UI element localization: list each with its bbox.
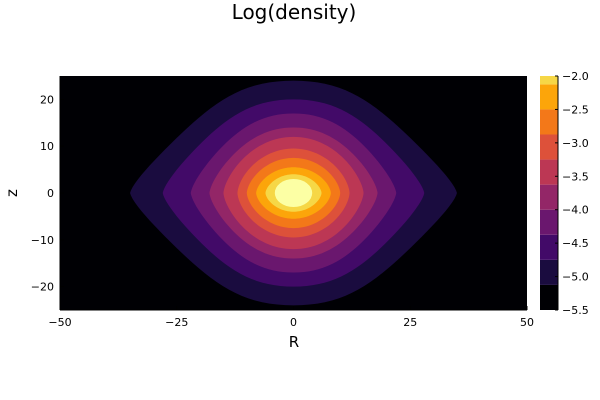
- chart-title: Log(density): [232, 0, 357, 24]
- colorbar-tick-label: −2.5: [562, 103, 589, 116]
- colorbar: −5.5 −5.0 −4.5 −4.0 −3.5 −3.0 −2.5 −2.0: [540, 70, 589, 317]
- y-axis-label: z: [3, 189, 21, 197]
- colorbar-segment: [540, 76, 558, 85]
- colorbar-segment: [540, 84, 558, 110]
- x-tick-label: 50: [520, 316, 534, 329]
- y-tick-label: 20: [40, 93, 54, 106]
- colorbar-tick-label: −3.5: [562, 170, 589, 183]
- y-tick-label: −20: [31, 281, 54, 294]
- colorbar-segment: [540, 109, 558, 135]
- x-tick-label: −25: [165, 316, 188, 329]
- y-tick-label: 10: [40, 140, 54, 153]
- colorbar-tick-label: −3.0: [562, 137, 589, 150]
- colorbar-tick-label: −4.0: [562, 204, 589, 217]
- colorbar-tick-label: −4.5: [562, 237, 589, 250]
- colorbar-segment: [540, 234, 558, 260]
- x-tick-label: 0: [290, 316, 297, 329]
- colorbar-segment: [540, 209, 558, 235]
- y-axis: −20 −10 0 10 20: [31, 76, 64, 310]
- colorbar-segment: [540, 259, 558, 285]
- x-tick-label: −50: [48, 316, 71, 329]
- x-tick-label: 25: [403, 316, 417, 329]
- x-axis-label: R: [289, 333, 299, 351]
- colorbar-segment: [540, 159, 558, 185]
- plot-area: [60, 76, 527, 310]
- contour-band-core: [274, 178, 313, 208]
- y-tick-label: 0: [47, 187, 54, 200]
- colorbar-segment: [540, 184, 558, 210]
- colorbar-tick-label: −2.0: [562, 70, 589, 83]
- colorbar-segment: [540, 284, 558, 310]
- y-tick-label: −10: [31, 234, 54, 247]
- colorbar-tick-label: −5.5: [562, 304, 589, 317]
- colorbar-tick-label: −5.0: [562, 271, 589, 284]
- colorbar-segment: [540, 134, 558, 160]
- x-axis: −50 −25 0 25 50: [48, 306, 534, 329]
